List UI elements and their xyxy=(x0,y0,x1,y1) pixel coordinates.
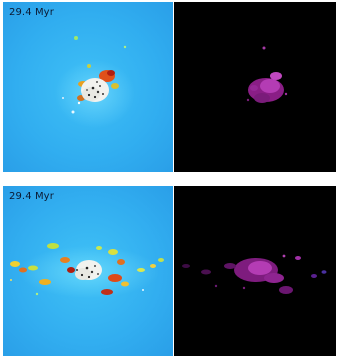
gas-density-map-top: 29.4 Myr xyxy=(3,2,173,172)
magenta-map-bottom xyxy=(174,186,336,356)
gas-density-image-top xyxy=(3,2,173,172)
magenta-map-top xyxy=(174,2,336,172)
gas-density-map-bottom: 29.4 Myr xyxy=(3,186,173,356)
time-label-bottom: 29.4 Myr xyxy=(9,191,54,202)
magenta-image-bottom xyxy=(174,186,336,356)
simulation-row-top: 29.4 Myr xyxy=(3,2,336,172)
simulation-row-bottom: 29.4 Myr xyxy=(3,186,336,356)
time-label-top: 29.4 Myr xyxy=(9,7,54,18)
gas-density-image-bottom xyxy=(3,186,173,356)
magenta-image-top xyxy=(174,2,336,172)
